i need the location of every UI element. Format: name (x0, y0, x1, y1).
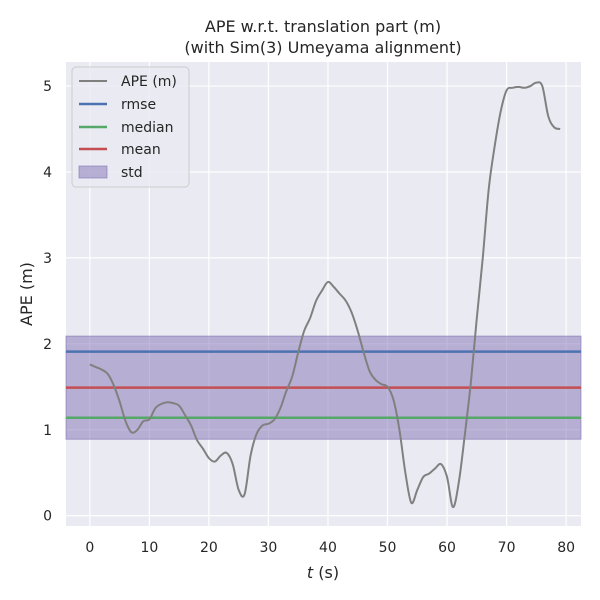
x-axis-label-unit: (s) (313, 563, 339, 582)
legend-label-rmse: rmse (121, 97, 156, 113)
stat-lines-group (66, 350, 581, 419)
y-tick-label: 0 (43, 509, 52, 525)
chart-subtitle: (with Sim(3) Umeyama alignment) (184, 38, 461, 57)
ape-series-line (89, 81, 561, 509)
y-axis-label: APE (m) (17, 262, 36, 326)
y-tick-label: 5 (43, 79, 52, 95)
chart-title: APE w.r.t. translation part (m) (205, 17, 441, 36)
legend-frame (71, 66, 190, 188)
x-tick-label: 50 (379, 540, 397, 556)
x-tick-label: 10 (140, 540, 158, 556)
y-tick-label: 2 (43, 337, 52, 353)
x-tick-label: 60 (438, 540, 456, 556)
x-tick-label: 40 (319, 540, 337, 556)
y-tick-label: 4 (43, 165, 52, 181)
y-tick-label: 1 (43, 423, 52, 439)
legend-swatch-std (78, 165, 108, 179)
legend-label-median: median (121, 120, 173, 136)
x-axis-label: t (s) (307, 563, 339, 582)
x-tick-label: 30 (260, 540, 278, 556)
x-tick-label: 20 (200, 540, 218, 556)
legend-label-std: std (121, 165, 143, 181)
legend-label-ape: APE (m) (121, 74, 177, 90)
y-tick-label: 3 (43, 251, 52, 267)
x-axis-label-variable: t (307, 563, 314, 582)
x-tick-labels: 0 10 20 30 40 50 60 70 80 (85, 540, 575, 556)
x-tick-label: 70 (498, 540, 516, 556)
legend: APE (m) rmse median mean std (71, 66, 190, 188)
legend-label-mean: mean (121, 142, 161, 158)
x-tick-label: 80 (557, 540, 575, 556)
y-tick-labels: 0 1 2 3 4 5 (43, 79, 52, 525)
x-tick-label: 0 (85, 540, 94, 556)
series-lines-group (89, 81, 561, 509)
